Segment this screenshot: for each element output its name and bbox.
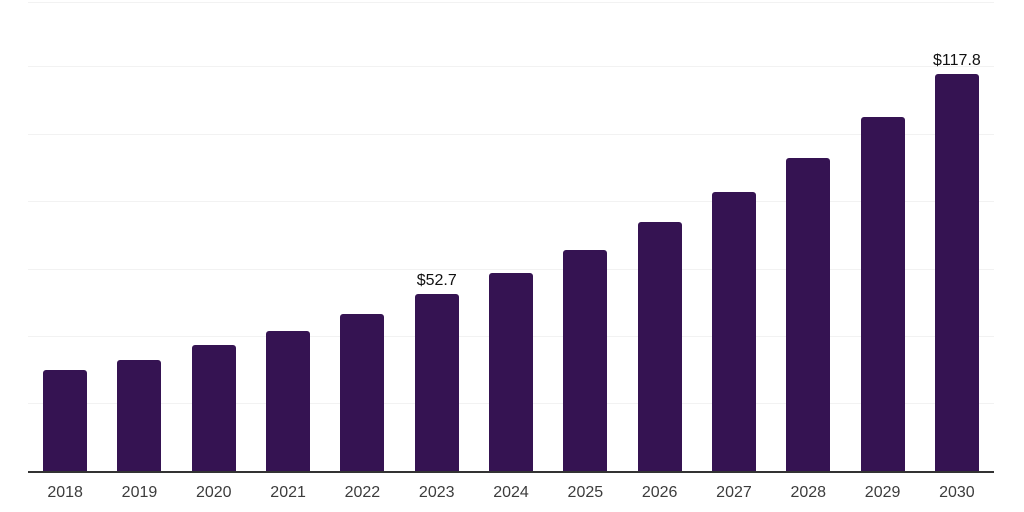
plot-area: $52.7 $117.8	[28, 2, 994, 473]
x-tick-2025: 2025	[567, 484, 604, 501]
bar-slot-2029	[845, 3, 919, 471]
bar-slot-2024	[474, 3, 548, 471]
x-tick-2026: 2026	[641, 484, 678, 501]
bar-2025	[563, 249, 608, 471]
gridline	[28, 66, 994, 68]
bar-2022	[340, 314, 385, 471]
x-tick-2024: 2024	[493, 484, 529, 501]
x-tick-2022: 2022	[344, 484, 381, 501]
bar-value-label-2023: $52.7	[416, 271, 457, 289]
bar-slot-2021	[251, 3, 325, 471]
bar-2024	[489, 273, 534, 471]
x-tick-2018: 2018	[47, 484, 83, 501]
bar-2023	[414, 293, 459, 471]
bar-slot-2028	[771, 3, 845, 471]
x-tick-2020: 2020	[195, 484, 232, 501]
bar-slot-2018	[28, 3, 102, 471]
x-tick-2029: 2029	[864, 484, 901, 501]
bar-slot-2020	[177, 3, 251, 471]
bar-2027	[711, 191, 756, 471]
bar-value-label-2030: $117.8	[933, 52, 981, 70]
bar-slot-2030: $117.8	[920, 3, 994, 471]
bar-slot-2026	[623, 3, 697, 471]
gridline	[28, 133, 994, 135]
bar-2029	[860, 117, 905, 471]
bar-slot-2022	[325, 3, 399, 471]
bar-2030	[934, 74, 979, 471]
bar-2028	[786, 157, 831, 471]
x-tick-2030: 2030	[939, 484, 975, 501]
bar-2020	[191, 345, 236, 471]
bar-2018	[43, 370, 88, 471]
gridline	[28, 201, 994, 203]
x-tick-2028: 2028	[790, 484, 827, 501]
bar-2021	[266, 330, 311, 471]
x-tick-2023: 2023	[418, 484, 455, 501]
gridline	[28, 268, 994, 270]
x-tick-2019: 2019	[121, 484, 158, 501]
x-axis-labels: 2018 2019 2020 2021 2022 2023 2024 2025 2026 2027…	[28, 483, 994, 502]
bar-slot-2019	[102, 3, 176, 471]
bars-container: $52.7 $117.8	[28, 3, 994, 471]
bar-slot-2025	[548, 3, 622, 471]
bar-slot-2023: $52.7	[400, 3, 474, 471]
bar-2019	[117, 359, 162, 471]
bar-2026	[637, 221, 682, 471]
x-tick-2021: 2021	[270, 484, 306, 501]
x-tick-2027: 2027	[716, 484, 752, 501]
bar-slot-2027	[697, 3, 771, 471]
